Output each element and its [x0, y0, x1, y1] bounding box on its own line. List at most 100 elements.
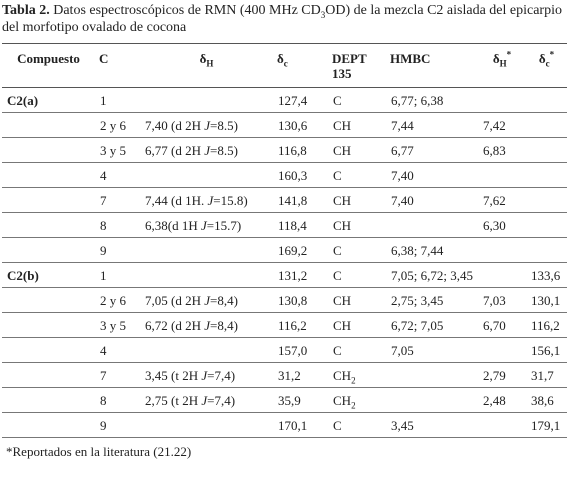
table-cell: 2,79 [478, 363, 526, 388]
cell-text-part: =7,4) [207, 368, 236, 383]
cell-text: 4 [100, 343, 107, 358]
cell-text: 6,77; 6,38 [391, 93, 444, 108]
footnote: *Reportados en la literatura (21.22) [6, 444, 192, 459]
table-cell [386, 213, 478, 238]
table-row: 7 7,44 (d 1H. J=15.8) 141,8 CH 7,40 7,62 [2, 188, 567, 213]
cell-text: 2,79 [483, 368, 506, 383]
cell-text: 7,05 [391, 343, 414, 358]
table-cell: 7,44 [386, 113, 478, 138]
table-cell [526, 138, 567, 163]
table-row: 9 170,1 C 3,45 179,1 [2, 413, 567, 438]
cell-text-part: =8.5) [210, 118, 238, 133]
cell-text-part: 2 [351, 375, 356, 386]
compound-cell [2, 188, 95, 213]
cell-text: 127,4 [278, 93, 308, 108]
header-text: Compuesto [17, 51, 80, 66]
table-cell [140, 88, 273, 113]
cell-text-part: =8.5) [210, 143, 238, 158]
table-caption: Tabla 2. Datos espectroscópicos de RMN (… [2, 2, 565, 36]
cell-text: 160,3 [278, 168, 308, 183]
table-cell: 157,0 [273, 338, 328, 363]
header-text-part: δ [538, 51, 546, 66]
table-cell [478, 263, 526, 288]
table-cell: C [328, 263, 386, 288]
cell-text: C [333, 93, 342, 108]
compound-name: C2(b) [7, 268, 39, 283]
cell-text: 38,6 [531, 393, 554, 408]
table-cell: 1 [95, 88, 140, 113]
table-row: 7 3,45 (t 2H J=7,4) 31,2 CH2 2,79 31,7 [2, 363, 567, 388]
cell-text-part: 2 [351, 400, 356, 411]
column-header: δH [140, 44, 273, 88]
cell-text: 1 [100, 268, 107, 283]
cell-text: 3 y 5 [100, 318, 126, 333]
header-text-part: H [499, 58, 507, 69]
table-cell: C [328, 88, 386, 113]
cell-text-part: J [204, 293, 210, 308]
cell-text: CH [333, 218, 352, 233]
cell-text: C [333, 268, 342, 283]
table-cell: CH2 [328, 363, 386, 388]
cell-text: 179,1 [531, 418, 561, 433]
header-text-part: δ [199, 51, 207, 66]
compound-cell: C2(a) [2, 88, 95, 113]
cell-text: CH [333, 293, 352, 308]
compound-cell [2, 138, 95, 163]
table-cell: 6,77 [386, 138, 478, 163]
table-cell [526, 113, 567, 138]
cell-text-part: J [201, 393, 208, 408]
cell-text: 6,72; 7,05 [391, 318, 444, 333]
table-cell: 1 [95, 263, 140, 288]
cell-text: 2 y 6 [100, 118, 126, 133]
cell-text: 6,70 [483, 318, 506, 333]
table-cell: 170,1 [273, 413, 328, 438]
header-text-part: c [283, 58, 288, 69]
cell-text: 31,2 [278, 368, 301, 383]
table-row: 8 6,38(d 1H J=15.7) 118,4 CH 6,30 [2, 213, 567, 238]
cell-text: C [333, 418, 342, 433]
cell-text-part: 2,75 (t 2H [145, 393, 202, 408]
cell-text: 7,40 [391, 168, 414, 183]
table-cell: 131,2 [273, 263, 328, 288]
compound-cell: C2(b) [2, 263, 95, 288]
cell-text-part: =8,4) [210, 318, 238, 333]
cell-text-part: J [201, 368, 208, 383]
cell-text: 7,42 [483, 118, 506, 133]
cell-text: 130,8 [278, 293, 308, 308]
cell-text-part: =15.7) [206, 218, 242, 233]
cell-text-part: 7,05 (d 2H [145, 293, 205, 308]
table-cell: CH [328, 188, 386, 213]
caption-text-part: Tabla 2. [2, 3, 50, 18]
table-cell: 6,77; 6,38 [386, 88, 478, 113]
cell-text: 6,77 [391, 143, 414, 158]
table-cell: 156,1 [526, 338, 567, 363]
column-header: DEPT 135 [328, 44, 386, 88]
cell-text: 116,2 [531, 318, 560, 333]
cell-text-part: J [204, 143, 210, 158]
cell-text: 169,2 [278, 243, 308, 258]
table-row: C2(a) 1 127,4 C 6,77; 6,38 [2, 88, 567, 113]
cell-text: 131,2 [278, 268, 308, 283]
table-cell: 7,42 [478, 113, 526, 138]
cell-text: C [333, 243, 342, 258]
header-text-part: c [545, 58, 550, 69]
cell-text: CH [333, 318, 352, 333]
compound-cell [2, 363, 95, 388]
table-cell: 160,3 [273, 163, 328, 188]
table-cell: 7 [95, 188, 140, 213]
table-cell: 6,30 [478, 213, 526, 238]
cell-text: 116,8 [278, 143, 307, 158]
table-cell [386, 363, 478, 388]
cell-text: 7 [100, 368, 107, 383]
cell-text: 3 y 5 [100, 143, 126, 158]
table-cell: 116,2 [526, 313, 567, 338]
cell-text: 2 y 6 [100, 293, 126, 308]
table-cell: 169,2 [273, 238, 328, 263]
cell-text-part: J [204, 118, 210, 133]
table-cell: 4 [95, 163, 140, 188]
table-cell [526, 88, 567, 113]
table-row: 2 y 6 7,40 (d 2H J=8.5) 130,6 CH 7,44 7,42 [2, 113, 567, 138]
table-cell: 7,05; 6,72; 3,45 [386, 263, 478, 288]
column-header: Compuesto [2, 44, 95, 88]
